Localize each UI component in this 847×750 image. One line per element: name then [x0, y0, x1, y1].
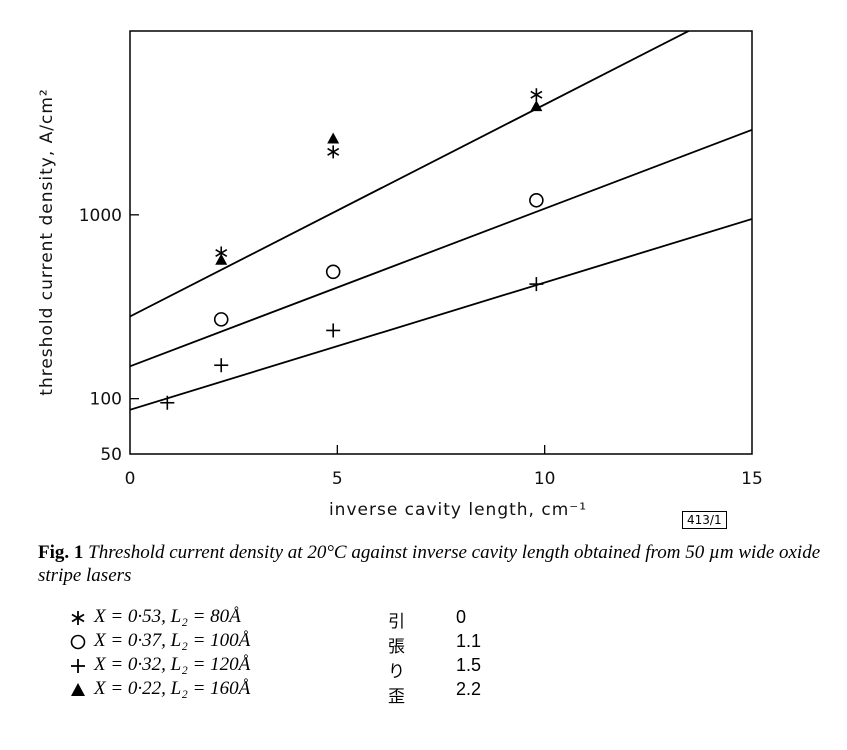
data-point-plus — [529, 277, 544, 292]
legend-equation: X = 0·37, L₂ = 100Å — [94, 630, 251, 651]
data-point-circle — [325, 264, 341, 280]
y-axis-label: threshold current density, A/cm² — [37, 88, 57, 395]
legend-strain-heading: 引張り歪 — [388, 612, 405, 707]
x-tick-label: 10 — [534, 469, 556, 489]
y-tick-label: 1000 — [79, 206, 122, 226]
data-point-circle — [529, 192, 544, 208]
legend-strain-value: 0 — [456, 607, 467, 627]
legend-strain-value: 1.5 — [456, 655, 482, 675]
ast-d2 — [327, 147, 340, 156]
legend-equation: X = 0·53, L₂ = 80Å — [94, 606, 241, 627]
ast-d2 — [530, 90, 543, 99]
data-point-asterisk — [530, 88, 543, 102]
legend-equation: X = 0·32, L₂ = 120Å — [94, 654, 251, 675]
legend-equation: X = 0·22, L₂ = 160Å — [94, 678, 251, 699]
plus-marker-icon — [71, 659, 85, 673]
data-point-plus — [214, 358, 229, 373]
fit-lines — [130, 31, 752, 411]
x-axis-label: inverse cavity length, cm⁻¹ — [329, 500, 587, 520]
figure-reference-label: 413/1 — [682, 511, 727, 529]
caption-fig-number: Fig. 1 — [38, 542, 84, 563]
chart: 0 5 10 15 50 100 1000 inverse cavity length, c… — [37, 30, 763, 520]
legend-strain-value: 1.1 — [456, 631, 482, 651]
asterisk-marker-icon — [71, 611, 85, 625]
data-point-triangle — [530, 100, 543, 112]
figure-caption: Fig. 1 Threshold current density at 20°C… — [38, 541, 828, 587]
fit-line-circle — [130, 128, 752, 368]
axis-tick-labels: 0 5 10 15 50 100 1000 — [79, 206, 763, 489]
fit-line-asterisk — [130, 31, 691, 318]
y-tick-label: 100 — [90, 390, 122, 410]
triangle-marker-icon — [71, 683, 85, 696]
data-point-circle — [213, 312, 229, 327]
data-points — [160, 88, 544, 410]
circle-marker-icon — [70, 634, 86, 650]
y-tick-label: 50 — [100, 445, 122, 465]
x-tick-label: 5 — [332, 469, 343, 489]
data-point-asterisk — [327, 145, 340, 159]
data-point-triangle — [215, 253, 228, 265]
data-point-plus — [160, 395, 175, 410]
x-tick-label: 15 — [741, 469, 763, 489]
ast-d2 — [215, 249, 228, 257]
data-point-plus — [326, 323, 341, 338]
plot-frame — [129, 30, 753, 455]
x-tick-label: 0 — [125, 469, 136, 489]
caption-text: Threshold current density at 20°C agains… — [38, 542, 821, 586]
fit-line-plus — [130, 218, 752, 411]
legend-strain-value: 2.2 — [456, 679, 482, 699]
axis-ticks — [130, 214, 546, 454]
data-point-triangle — [327, 132, 340, 144]
